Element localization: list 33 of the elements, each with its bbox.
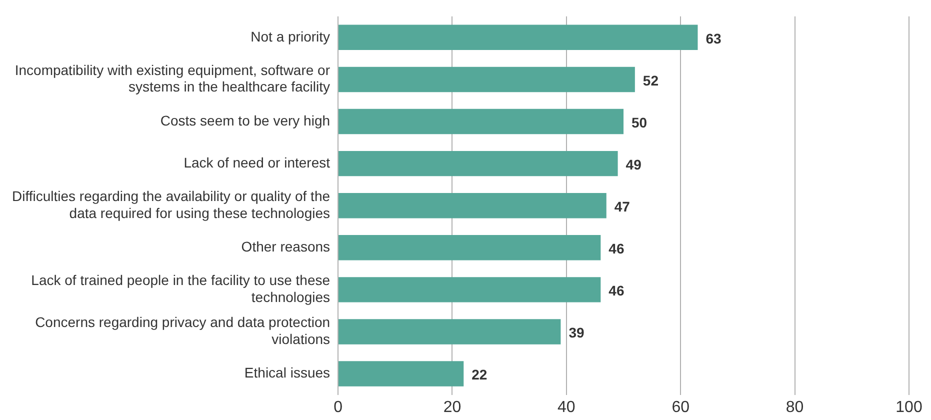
y-tick-label: Concerns regarding privacy and data protection violations xyxy=(35,314,330,347)
y-tick-label: Lack of need or interest xyxy=(184,154,330,170)
bar xyxy=(338,319,561,344)
data-label: 46 xyxy=(608,240,624,257)
y-tick-label: Incompatibility with existing equipment, software or systems in the healthcare facility xyxy=(14,62,330,95)
bar xyxy=(338,150,618,176)
y-tick-label: Costs seem to be very high xyxy=(160,112,330,128)
data-label: 47 xyxy=(614,198,630,214)
data-label: 46 xyxy=(608,282,624,299)
bar xyxy=(338,277,601,302)
bar xyxy=(338,108,624,134)
x-tick-label: 100 xyxy=(896,398,922,416)
data-label: 50 xyxy=(632,114,648,130)
bar xyxy=(338,361,464,386)
data-label: 39 xyxy=(568,324,584,341)
data-label: 22 xyxy=(472,366,488,383)
x-tick-label: 20 xyxy=(443,398,462,416)
bar xyxy=(338,24,698,50)
data-label: 63 xyxy=(706,30,722,46)
x-tick-label: 80 xyxy=(786,398,804,416)
x-tick-label: 0 xyxy=(334,398,343,416)
bar xyxy=(338,66,635,92)
y-tick-label: Other reasons xyxy=(241,238,330,255)
y-tick-label: Not a priority xyxy=(250,28,330,44)
y-tick-label: Difficulties regarding the availability or quality of the data required for using these technologies xyxy=(12,188,330,221)
bar xyxy=(338,235,601,260)
data-label: 52 xyxy=(642,72,659,88)
bar xyxy=(338,192,606,218)
y-tick-label: Ethical issues xyxy=(244,364,330,381)
x-tick-label: 60 xyxy=(672,398,690,416)
y-tick-label: Lack of trained people in the facility to use these technologies xyxy=(31,272,330,305)
x-tick-label: 40 xyxy=(558,398,576,416)
data-label: 49 xyxy=(626,156,642,172)
